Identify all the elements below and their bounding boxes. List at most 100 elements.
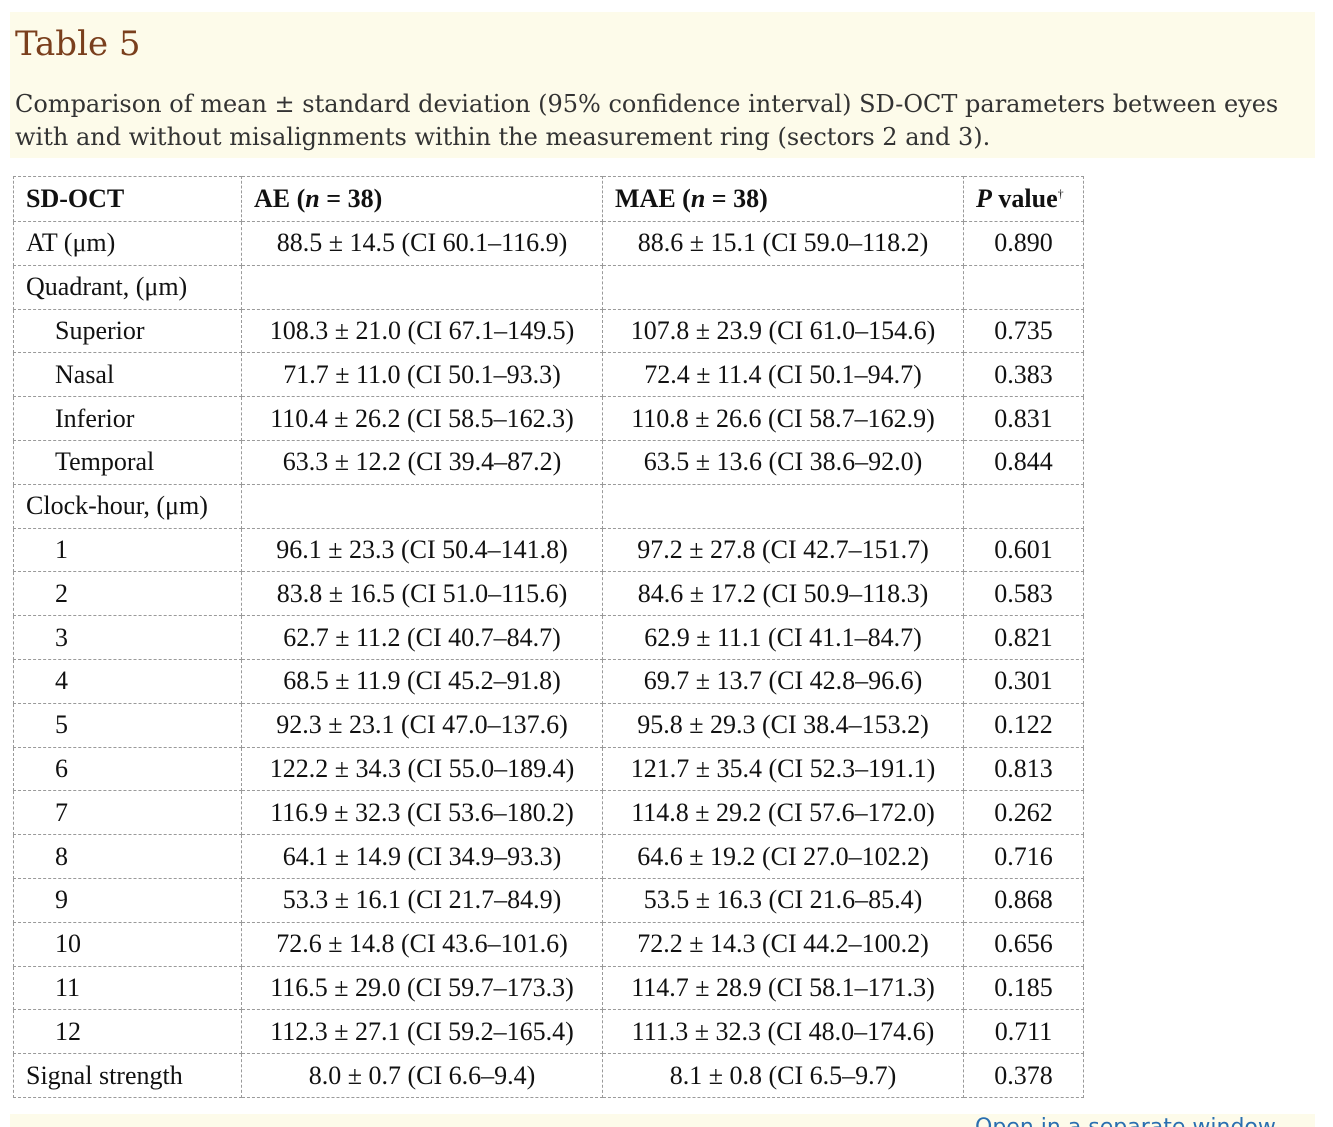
cell-p-value: 0.301 — [963, 658, 1084, 704]
row-label: 5 — [13, 702, 242, 748]
cell-p-value: 0.122 — [963, 702, 1084, 748]
row-label: 9 — [13, 877, 242, 923]
table-row: 11 116.5 ± 29.0 (CI 59.7–173.3) 114.7 ± 28… — [13, 965, 1084, 1011]
cell-p-value: 0.868 — [963, 877, 1084, 923]
bottom-band — [10, 1114, 1315, 1127]
cell-ae: 72.6 ± 14.8 (CI 43.6–101.6) — [241, 921, 603, 967]
cell-mae — [602, 264, 964, 310]
row-label: 6 — [13, 746, 242, 792]
cell-ae: 116.9 ± 32.3 (CI 53.6–180.2) — [241, 790, 603, 836]
cell-p-value: 0.383 — [963, 352, 1084, 398]
cell-mae: 97.2 ± 27.8 (CI 42.7–151.7) — [602, 527, 964, 573]
cell-mae: 64.6 ± 19.2 (CI 27.0–102.2) — [602, 834, 964, 879]
cell-ae: 62.7 ± 11.2 (CI 40.7–84.7) — [241, 615, 603, 660]
row-label: 1 — [13, 527, 242, 573]
cell-p-value: 0.716 — [963, 834, 1084, 879]
cell-ae: 108.3 ± 21.0 (CI 67.1–149.5) — [241, 308, 603, 354]
table-row: 8 64.1 ± 14.9 (CI 34.9–93.3) 64.6 ± 19.2 (… — [13, 834, 1084, 879]
row-label: Temporal — [13, 439, 242, 485]
table-row: Signal strength 8.0 ± 0.7 (CI 6.6–9.4) 8.1… — [13, 1053, 1084, 1098]
cell-ae: 63.3 ± 12.2 (CI 39.4–87.2) — [241, 439, 603, 485]
cell-ae: 110.4 ± 26.2 (CI 58.5–162.3) — [241, 396, 603, 441]
row-label: Signal strength — [13, 1053, 242, 1098]
table-row: 9 53.3 ± 16.1 (CI 21.7–84.9) 53.5 ± 16.3 (… — [13, 877, 1084, 923]
header-dagger-mark: † — [1057, 186, 1064, 201]
cell-p-value: 0.735 — [963, 308, 1084, 354]
cell-p-value: 0.656 — [963, 921, 1084, 967]
cell-mae: 62.9 ± 11.1 (CI 41.1–84.7) — [602, 615, 964, 660]
table-row: 3 62.7 ± 11.2 (CI 40.7–84.7) 62.9 ± 11.1 (… — [13, 615, 1084, 660]
row-label: 12 — [13, 1009, 242, 1055]
cell-p-value: 0.813 — [963, 746, 1084, 792]
cell-mae: 53.5 ± 16.3 (CI 21.6–85.4) — [602, 877, 964, 923]
cell-mae: 114.7 ± 28.9 (CI 58.1–171.3) — [602, 965, 964, 1011]
cell-ae — [241, 483, 603, 529]
table-caption-text: Comparison of mean ± standard deviation … — [15, 90, 1279, 151]
cell-mae: 107.8 ± 23.9 (CI 61.0–154.6) — [602, 308, 964, 354]
table-title: Table 5 — [15, 24, 141, 64]
cell-p-value: 0.844 — [963, 439, 1084, 485]
table-row: 6 122.2 ± 34.3 (CI 55.0–189.4) 121.7 ± 35.… — [13, 746, 1084, 792]
table-row: 1 96.1 ± 23.3 (CI 50.4–141.8) 97.2 ± 27.8 … — [13, 527, 1084, 573]
cell-ae — [241, 264, 603, 310]
cell-p-value: 0.711 — [963, 1009, 1084, 1055]
cell-mae: 121.7 ± 35.4 (CI 52.3–191.1) — [602, 746, 964, 792]
header-mae-suffix: = 38) — [705, 184, 768, 213]
table-row: 5 92.3 ± 23.1 (CI 47.0–137.6) 95.8 ± 29.3 … — [13, 702, 1084, 748]
cell-ae: 112.3 ± 27.1 (CI 59.2–165.4) — [241, 1009, 603, 1055]
table-row: AT (μm) 88.5 ± 14.5 (CI 60.1–116.9) 88.6 ±… — [13, 221, 1084, 266]
table-row: 10 72.6 ± 14.8 (CI 43.6–101.6) 72.2 ± 14.3… — [13, 921, 1084, 967]
cell-p-value: 0.583 — [963, 571, 1084, 617]
cell-mae: 84.6 ± 17.2 (CI 50.9–118.3) — [602, 571, 964, 617]
header-sd-oct: SD-OCT — [13, 176, 242, 222]
table-row: 7 116.9 ± 32.3 (CI 53.6–180.2) 114.8 ± 29.… — [13, 790, 1084, 836]
row-label: 4 — [13, 658, 242, 704]
row-label: 10 — [13, 921, 242, 967]
header-mae-n: n — [690, 184, 706, 213]
table-row: 12 112.3 ± 27.1 (CI 59.2–165.4) 111.3 ± 32… — [13, 1009, 1084, 1055]
cell-ae: 68.5 ± 11.9 (CI 45.2–91.8) — [241, 658, 603, 704]
header-p-value: P value† — [963, 176, 1084, 222]
data-table: SD-OCT AE (n = 38) MAE (n = 38) P value†… — [13, 176, 1084, 1098]
header-ae-suffix: = 38) — [319, 184, 383, 213]
cell-mae: 69.7 ± 13.7 (CI 42.8–96.6) — [602, 658, 964, 704]
cell-mae — [602, 483, 964, 529]
cell-mae: 72.2 ± 14.3 (CI 44.2–100.2) — [602, 921, 964, 967]
row-label: Quadrant, (μm) — [13, 264, 242, 310]
cell-p-value: 0.831 — [963, 396, 1084, 441]
cell-ae: 88.5 ± 14.5 (CI 60.1–116.9) — [241, 221, 603, 266]
cell-p-value: 0.262 — [963, 790, 1084, 836]
header-ae-n: n — [305, 184, 320, 213]
table-caption-box: Table 5 Comparison of mean ± standard de… — [10, 12, 1315, 158]
cell-ae: 64.1 ± 14.9 (CI 34.9–93.3) — [241, 834, 603, 879]
header-mae: MAE (n = 38) — [602, 176, 964, 222]
header-mae-prefix: MAE ( — [615, 184, 691, 213]
table-row: Quadrant, (μm) — [13, 264, 1084, 310]
row-label: Inferior — [13, 396, 242, 441]
cell-p-value: 0.601 — [963, 527, 1084, 573]
cell-p-value — [963, 483, 1084, 529]
table-row: 4 68.5 ± 11.9 (CI 45.2–91.8) 69.7 ± 13.7 (… — [13, 658, 1084, 704]
cell-ae: 8.0 ± 0.7 (CI 6.6–9.4) — [241, 1053, 603, 1098]
table-row: Nasal 71.7 ± 11.0 (CI 50.1–93.3) 72.4 ± 11… — [13, 352, 1084, 398]
cell-mae: 114.8 ± 29.2 (CI 57.6–172.0) — [602, 790, 964, 836]
open-in-separate-window-link[interactable]: Open in a separate window — [975, 1117, 1276, 1127]
cell-mae: 72.4 ± 11.4 (CI 50.1–94.7) — [602, 352, 964, 398]
row-label: Nasal — [13, 352, 242, 398]
cell-mae: 63.5 ± 13.6 (CI 38.6–92.0) — [602, 439, 964, 485]
cell-ae: 53.3 ± 16.1 (CI 21.7–84.9) — [241, 877, 603, 923]
table-row: 2 83.8 ± 16.5 (CI 51.0–115.6) 84.6 ± 17.2 … — [13, 571, 1084, 617]
header-p-letter: P — [976, 184, 992, 213]
row-label: Superior — [13, 308, 242, 354]
cell-p-value: 0.890 — [963, 221, 1084, 266]
header-ae: AE (n = 38) — [241, 176, 603, 222]
cell-p-value — [963, 264, 1084, 310]
cell-ae: 96.1 ± 23.3 (CI 50.4–141.8) — [241, 527, 603, 573]
cell-p-value: 0.378 — [963, 1053, 1084, 1098]
table-header-row: SD-OCT AE (n = 38) MAE (n = 38) P value† — [13, 176, 1084, 222]
cell-mae: 95.8 ± 29.3 (CI 38.4–153.2) — [602, 702, 964, 748]
cell-p-value: 0.185 — [963, 965, 1084, 1011]
table-row: Superior 108.3 ± 21.0 (CI 67.1–149.5) 107.… — [13, 308, 1084, 354]
header-ae-prefix: AE ( — [254, 184, 306, 213]
cell-ae: 83.8 ± 16.5 (CI 51.0–115.6) — [241, 571, 603, 617]
